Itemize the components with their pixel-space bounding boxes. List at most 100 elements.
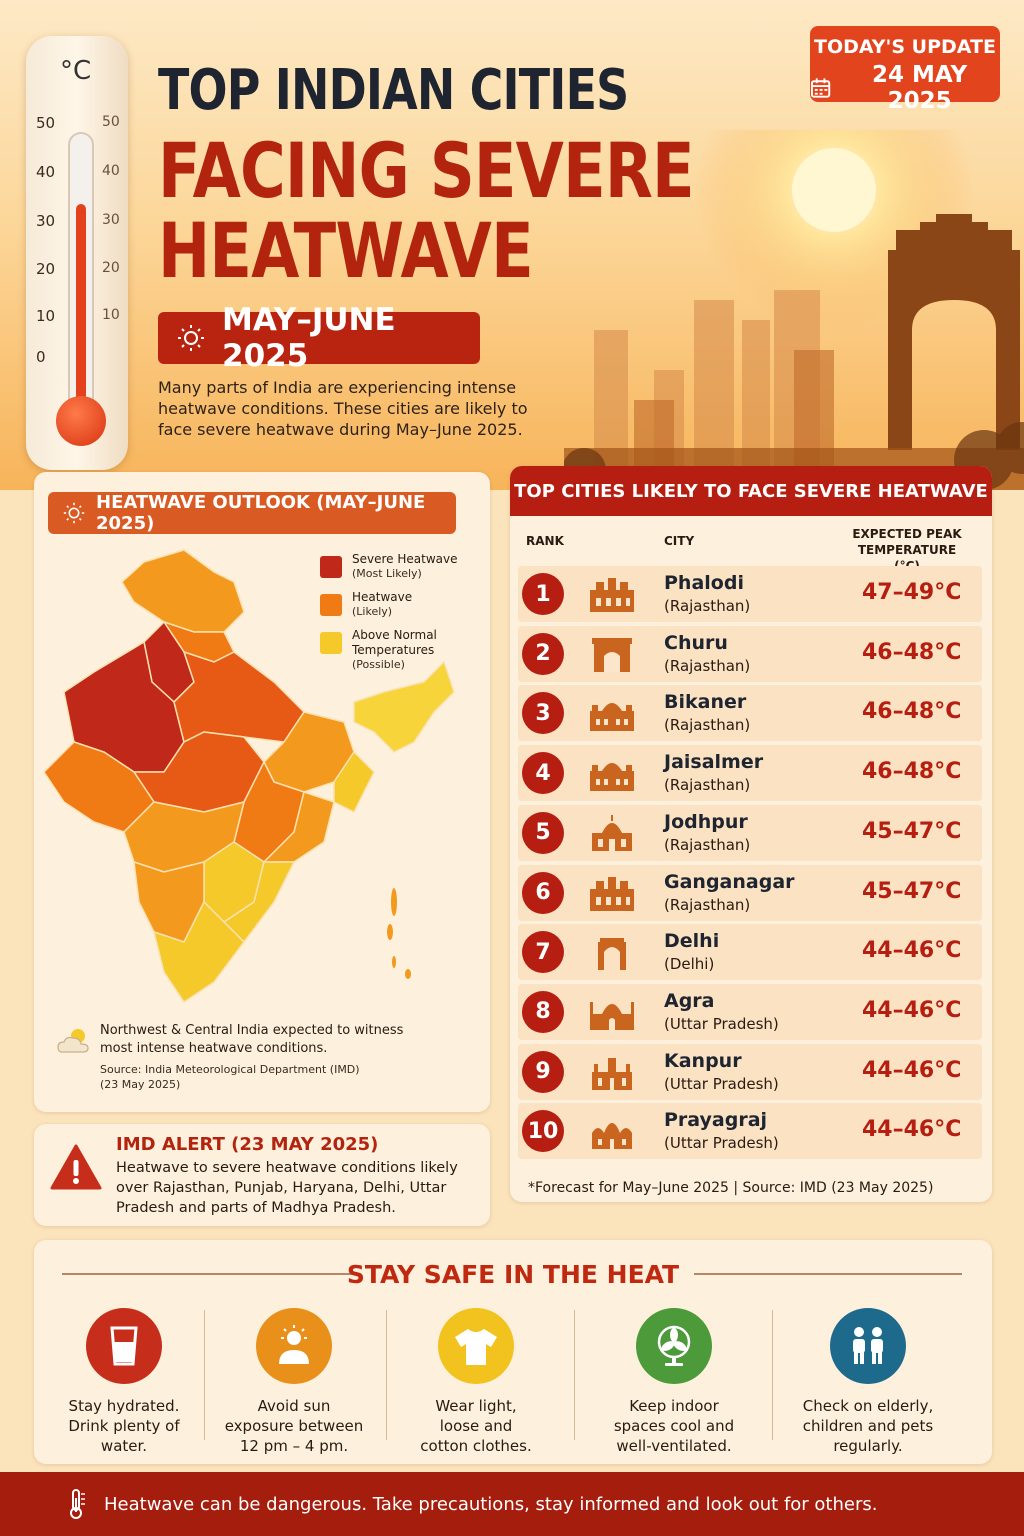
- city-temperature: 45–47°C: [862, 878, 962, 904]
- rank-badge: 2: [522, 632, 564, 675]
- tip-text-line: Wear light,: [435, 1397, 517, 1415]
- thermo-tick-label: 20: [102, 260, 120, 276]
- city-state: (Uttar Pradesh): [664, 1134, 779, 1153]
- column-header-temperature-line1: EXPECTED PEAK: [852, 527, 962, 541]
- tip-text-line: children and pets: [802, 1417, 934, 1435]
- alert-body: Heatwave to severe heatwave conditions l…: [116, 1160, 458, 1216]
- tip-text-line: 12 pm – 4 pm.: [239, 1437, 349, 1455]
- tip-text-line: exposure between: [224, 1417, 364, 1435]
- rank-badge: 7: [522, 931, 564, 974]
- people-icon: [853, 1327, 883, 1364]
- map-source-date: (23 May 2025): [100, 1078, 181, 1091]
- rank-badge: 1: [522, 573, 564, 615]
- thermo-tick-label: 40: [36, 163, 56, 181]
- tip-text-line: well-ventilated.: [616, 1437, 732, 1455]
- city-name: Kanpur: [664, 1049, 742, 1072]
- title-line-3: HEATWAVE: [158, 206, 534, 295]
- map-note: Northwest & Central India expected to wi…: [100, 1023, 404, 1056]
- thermometer-bulb: [56, 396, 106, 446]
- update-date: 24 MAY 2025: [872, 62, 968, 114]
- legend-item-heatwave: Heatwave (Likely): [320, 590, 412, 618]
- tip-text-line: water.: [100, 1437, 148, 1455]
- palace-icon: [586, 574, 640, 618]
- city-temperature: 44–46°C: [862, 938, 962, 964]
- thermometer-tube: [68, 132, 94, 432]
- water-glass-icon: [110, 1326, 138, 1366]
- tip-text-line: Check on elderly,: [802, 1397, 934, 1415]
- legend-swatch: [320, 632, 342, 654]
- thermo-tick-label: 30: [36, 212, 56, 230]
- city-state: (Delhi): [664, 955, 715, 974]
- thermometer-unit: °C: [60, 56, 92, 86]
- legend-sublabel: (Likely): [352, 605, 393, 618]
- city-temperature: 44–46°C: [862, 1117, 962, 1143]
- memorial-icon: [586, 1052, 640, 1096]
- city-temperature: 47–49°C: [862, 580, 962, 605]
- sun-cloud-icon: [57, 1029, 89, 1053]
- city-temperature: 46–48°C: [862, 759, 962, 785]
- gateway-icon: [586, 634, 640, 678]
- alert-title: IMD ALERT (23 MAY 2025): [116, 1134, 379, 1155]
- table-row: 4 Jaisalmer (Rajasthan) 46–48°C: [518, 745, 982, 802]
- thermometer-mercury: [76, 204, 86, 430]
- thermo-tick-label: 50: [102, 114, 120, 130]
- city-temperature: 45–47°C: [862, 818, 962, 844]
- update-label: TODAY'S UPDATE: [814, 36, 996, 58]
- divider-line: [62, 1273, 352, 1275]
- city-state: (Rajasthan): [664, 656, 751, 675]
- legend-swatch: [320, 556, 342, 578]
- thermo-tick-label: 40: [102, 163, 120, 179]
- tip-text-line: spaces cool and: [613, 1417, 735, 1435]
- temple-icon: [586, 1111, 640, 1155]
- hero-banner: °C 50 40 30 20 10 0 50 40 30 20 10 TOP I…: [0, 0, 1024, 490]
- safety-title: STAY SAFE IN THE HEAT: [346, 1260, 680, 1289]
- table-title: TOP CITIES LIKELY TO FACE SEVERE HEATWAV…: [510, 466, 992, 516]
- imd-alert-card: IMD ALERT (23 MAY 2025) Heatwave to seve…: [34, 1124, 490, 1226]
- city-temperature: 46–48°C: [862, 699, 962, 725]
- city-temperature: 44–46°C: [862, 997, 962, 1023]
- palace-icon: [586, 873, 640, 917]
- rank-badge: 8: [522, 990, 564, 1033]
- rank-badge: 9: [522, 1050, 564, 1093]
- tip-hydration: Stay hydrated. Drink plenty of water.: [34, 1308, 214, 1456]
- thermo-tick-label: 10: [102, 307, 120, 323]
- footer-banner: Heatwave can be dangerous. Take precauti…: [0, 1472, 1024, 1536]
- tip-text-line: loose and: [439, 1417, 513, 1435]
- map-header: HEATWAVE OUTLOOK (MAY–JUNE 2025): [48, 492, 456, 534]
- map-header-label: HEATWAVE OUTLOOK (MAY–JUNE 2025): [96, 492, 426, 534]
- city-name: Ganganagar: [664, 870, 795, 893]
- legend-item-severe: Severe Heatwave (Most Likely): [320, 552, 457, 580]
- tip-text-line: Keep indoor: [629, 1397, 719, 1415]
- thermometer-illustration: °C 50 40 30 20 10 0 50 40 30 20 10: [26, 36, 128, 470]
- tip-check-on-others: Check on elderly, children and pets regu…: [778, 1308, 958, 1456]
- city-name: Jaisalmer: [664, 751, 764, 774]
- city-name: Prayagraj: [664, 1109, 768, 1132]
- tip-text: Keep indoor spaces cool and well-ventila…: [584, 1396, 764, 1456]
- fort-icon: [586, 693, 640, 737]
- table-row: 1 Phalodi (Rajasthan) 47–49°C: [518, 566, 982, 622]
- rank-badge: 10: [522, 1110, 564, 1153]
- map-source-line: Source: India Meteorological Department …: [100, 1063, 360, 1076]
- rank-badge: 4: [522, 752, 564, 795]
- thermo-tick-label: 10: [36, 307, 56, 325]
- divider-line: [694, 1273, 962, 1275]
- city-name: Phalodi: [664, 572, 744, 594]
- india-gate-icon: [586, 932, 640, 976]
- taj-mahal-icon: [586, 992, 640, 1036]
- city-temperature: 46–48°C: [862, 639, 962, 665]
- column-header-city: CITY: [664, 534, 695, 548]
- stay-safe-card: STAY SAFE IN THE HEAT Stay hydrated. Dri…: [34, 1240, 992, 1464]
- sun-icon: [63, 502, 85, 524]
- legend-swatch: [320, 594, 342, 616]
- tip-text: Check on elderly, children and pets regu…: [778, 1396, 958, 1456]
- title-line-2: FACING SEVERE: [158, 126, 695, 215]
- thermo-tick-label: 0: [36, 348, 46, 366]
- city-name: Jodhpur: [664, 810, 748, 833]
- period-badge-label: MAY–JUNE 2025: [222, 302, 396, 374]
- city-state: (Rajasthan): [664, 835, 751, 854]
- legend-sublabel: (Most Likely): [352, 567, 422, 580]
- table-row: 5 Jodhpur (Rajasthan) 45–47°C: [518, 804, 982, 861]
- heatwave-map-card: HEATWAVE OUTLOOK (MAY–JUNE 2025): [34, 472, 490, 1112]
- table-footnote: *Forecast for May–June 2025 | Source: IM…: [528, 1180, 934, 1196]
- warning-icon: [50, 1144, 102, 1190]
